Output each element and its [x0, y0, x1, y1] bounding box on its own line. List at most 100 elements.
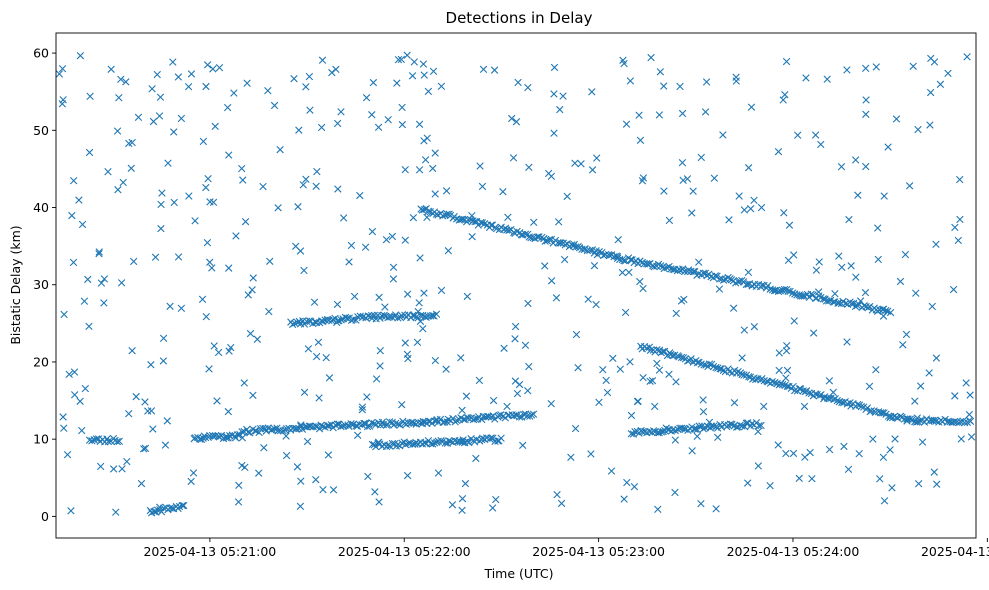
detection-marker — [588, 166, 597, 174]
detection-marker — [349, 421, 357, 429]
detection-marker — [489, 396, 498, 405]
detection-marker — [911, 397, 919, 405]
detection-marker — [500, 344, 508, 352]
detection-marker — [960, 419, 969, 427]
detection-marker — [234, 430, 242, 439]
detection-marker — [606, 251, 614, 260]
detection-marker — [791, 386, 799, 395]
detection-marker — [653, 359, 661, 368]
detection-marker — [356, 191, 364, 200]
detection-marker — [570, 240, 578, 249]
detection-marker — [372, 443, 380, 451]
detection-marker — [625, 268, 633, 276]
detection-marker — [932, 240, 940, 248]
detection-marker — [403, 471, 412, 480]
detection-marker — [191, 434, 199, 442]
detection-marker — [620, 495, 628, 503]
detection-marker — [169, 58, 177, 66]
detection-marker — [963, 53, 971, 61]
detection-marker — [398, 120, 407, 129]
detection-marker — [524, 299, 532, 308]
detection-marker — [265, 307, 273, 316]
detection-marker — [514, 78, 522, 87]
y-tick-label: 60 — [33, 46, 49, 61]
y-tick-label: 10 — [33, 432, 49, 447]
detection-marker — [954, 236, 962, 245]
detection-marker — [86, 92, 94, 100]
detection-marker — [161, 441, 170, 449]
detection-marker — [146, 506, 155, 515]
detection-marker — [636, 136, 645, 144]
detection-marker — [876, 475, 884, 483]
detection-marker — [401, 165, 409, 174]
detection-marker — [613, 254, 622, 262]
detection-marker — [414, 307, 422, 316]
detection-marker — [408, 418, 416, 427]
detection-marker — [808, 474, 816, 483]
detection-marker — [554, 218, 563, 226]
detection-marker — [260, 444, 268, 452]
detection-marker — [817, 140, 825, 149]
detection-marker — [69, 176, 78, 185]
detection-marker — [392, 419, 400, 427]
detection-marker — [67, 507, 75, 515]
detection-marker — [799, 387, 807, 395]
detection-marker — [490, 66, 499, 74]
detection-marker — [665, 370, 673, 378]
detection-marker — [113, 437, 121, 446]
detection-marker — [829, 388, 837, 397]
detection-marker — [811, 131, 820, 139]
detection-marker — [697, 153, 705, 162]
detection-marker — [525, 163, 533, 171]
detection-marker — [134, 113, 143, 121]
detection-marker — [214, 348, 223, 357]
detection-marker — [823, 75, 831, 83]
detection-marker — [693, 425, 701, 434]
detection-marker — [925, 369, 933, 377]
detection-marker — [458, 438, 467, 446]
detection-marker — [855, 449, 863, 458]
detection-marker — [157, 200, 165, 209]
detection-marker — [416, 317, 425, 325]
detection-marker — [337, 108, 345, 116]
detection-marker — [754, 427, 762, 436]
detection-marker — [364, 472, 372, 481]
detection-marker — [650, 263, 658, 271]
detection-marker — [432, 310, 441, 318]
detection-marker — [843, 338, 851, 346]
detection-marker — [732, 77, 740, 85]
detection-marker — [472, 454, 480, 463]
detection-marker — [635, 111, 643, 119]
detection-marker — [835, 299, 843, 307]
detection-marker — [421, 156, 430, 164]
detection-marker — [209, 65, 217, 73]
detection-marker — [853, 400, 862, 409]
detection-marker — [376, 362, 384, 370]
detection-marker — [782, 57, 791, 66]
detection-marker — [329, 486, 338, 494]
detection-marker — [206, 198, 214, 206]
detection-marker — [795, 385, 804, 393]
detection-marker — [149, 425, 157, 433]
detection-marker — [349, 315, 357, 324]
detection-marker — [60, 310, 68, 319]
detection-marker — [794, 131, 802, 139]
detection-marker — [157, 224, 165, 233]
detection-marker — [777, 380, 785, 388]
detection-marker — [445, 437, 453, 445]
detection-marker — [861, 288, 870, 297]
detection-marker — [662, 424, 670, 432]
detection-marker — [740, 326, 749, 334]
detection-marker — [491, 415, 499, 423]
detection-marker — [468, 232, 476, 241]
detection-marker — [393, 79, 401, 87]
detection-marker — [255, 469, 263, 477]
detection-marker — [552, 294, 561, 302]
detection-marker — [317, 123, 326, 132]
detection-marker — [424, 207, 433, 215]
detection-marker — [409, 213, 418, 222]
detection-marker — [926, 88, 935, 97]
detection-marker — [714, 433, 722, 442]
detection-marker — [725, 216, 733, 224]
detection-marker — [429, 67, 438, 76]
